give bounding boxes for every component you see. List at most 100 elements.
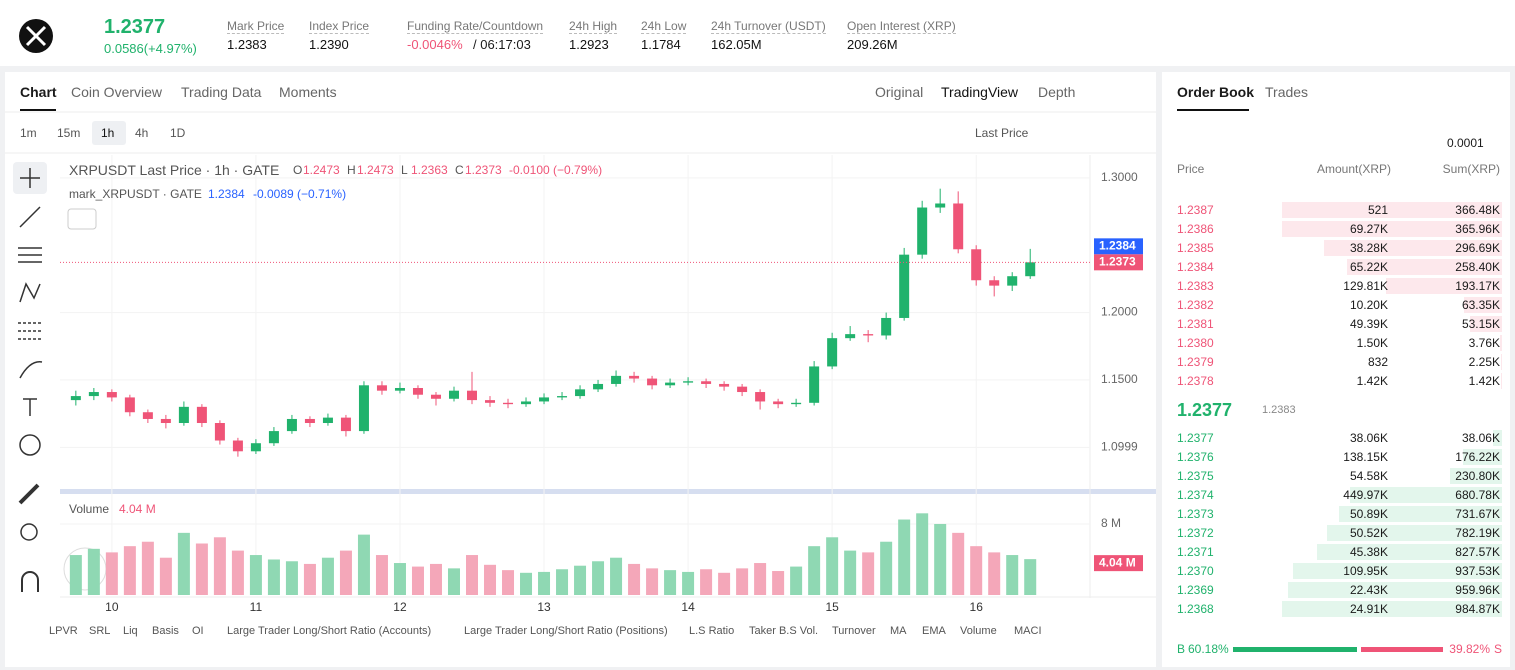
indicator[interactable]: OI (192, 625, 204, 637)
ob-price: 1.2385 (1177, 241, 1214, 255)
depth-bar (1450, 468, 1502, 484)
emoji-tool[interactable] (19, 434, 41, 456)
indicator[interactable]: LPVR (49, 625, 78, 637)
magnet-tool[interactable] (21, 571, 39, 592)
interval-selected (92, 121, 126, 145)
candle-body (737, 386, 748, 393)
candle-body (575, 389, 586, 397)
tab[interactable]: Moments (279, 84, 337, 100)
channel-tool[interactable] (18, 247, 42, 263)
indicator[interactable]: Liq (123, 625, 138, 637)
volume-bar (556, 569, 569, 595)
volume-title: Volume (69, 502, 110, 516)
ob-price: 1.2368 (1177, 602, 1214, 616)
y-tick-label: 8 M (1101, 516, 1121, 530)
measure-tool[interactable] (18, 483, 40, 505)
ob-amount: 129.81K (1343, 279, 1388, 293)
volume-bar (339, 550, 352, 595)
ob-amount: 521 (1367, 203, 1388, 217)
indicator[interactable]: Volume (960, 625, 997, 637)
candle-body (881, 317, 892, 336)
ob-last-price: 1.2377 (1177, 400, 1233, 420)
depth-bar (1501, 373, 1502, 389)
crosshair-tool[interactable] (20, 168, 40, 188)
precision[interactable]: 0.0001 (1447, 136, 1484, 150)
pattern-tool[interactable] (19, 282, 41, 303)
ob-sum: 176.22K (1455, 450, 1500, 464)
ob-sum: 365.96K (1455, 222, 1500, 236)
brush-tool[interactable] (19, 361, 43, 379)
ob-tab[interactable]: Trades (1265, 84, 1309, 100)
indicator[interactable]: Basis (152, 625, 179, 637)
candle-body (1025, 262, 1036, 277)
indicator[interactable]: Turnover (832, 625, 876, 637)
stat-value: 1.2383 (227, 37, 267, 52)
ob-tab[interactable]: Order Book (1177, 84, 1255, 100)
candle-body (863, 334, 874, 336)
interval[interactable]: 1m (20, 126, 37, 140)
view-tab[interactable]: Depth (1038, 84, 1076, 100)
candle-body (935, 203, 946, 208)
zoom-tool[interactable] (20, 523, 38, 541)
view-tab[interactable]: TradingView (941, 84, 1019, 100)
indicator[interactable]: L.S Ratio (689, 625, 735, 637)
ratio-value: 60.18% (1188, 642, 1229, 656)
candle-body (340, 417, 351, 432)
ob-amount: 1.42K (1356, 374, 1388, 388)
candle-body (557, 396, 568, 398)
indicator[interactable]: EMA (922, 625, 946, 637)
ob-price: 1.2374 (1177, 488, 1214, 502)
candle-body (160, 418, 171, 424)
fib-tool[interactable] (18, 322, 42, 340)
volume-bar (934, 523, 947, 595)
candle-body (358, 385, 369, 432)
interval[interactable]: 1D (170, 126, 186, 140)
volume-bar (267, 559, 280, 595)
stat-value: 1.2390 (309, 37, 349, 52)
collapse-button[interactable] (67, 208, 97, 230)
tab[interactable]: Chart (20, 84, 57, 100)
volume-bar (1024, 559, 1037, 595)
candle-body (448, 390, 459, 399)
ob-sum: 230.80K (1455, 469, 1500, 483)
candle-body (376, 385, 387, 391)
ratio-value: 39.82% (1449, 642, 1490, 656)
ob-sum: 827.57K (1455, 545, 1500, 559)
candle-body (142, 412, 153, 419)
ob-amount: 45.38K (1349, 545, 1388, 559)
indicator[interactable]: Large Trader Long/Short Ratio (Positions… (464, 625, 668, 637)
ob-amount: 10.20K (1349, 298, 1388, 312)
volume-bar (790, 566, 803, 595)
ob-header: Amount(XRP) (1316, 162, 1391, 176)
interval[interactable]: 4h (135, 126, 149, 140)
indicator[interactable]: Taker B.S Vol. (749, 625, 819, 637)
indicator[interactable]: MACI (1014, 625, 1042, 637)
candle-body (755, 392, 766, 402)
candle-body (268, 431, 279, 444)
candle-body (971, 249, 982, 281)
volume-bar (880, 541, 893, 595)
price-source[interactable]: Last Price (975, 126, 1029, 140)
ob-amount: 69.27K (1349, 222, 1388, 236)
ob-header: Price (1177, 162, 1205, 176)
line-tool[interactable] (19, 206, 41, 228)
candle-body (232, 440, 243, 452)
tab[interactable]: Coin Overview (71, 84, 163, 100)
indicator[interactable]: Large Trader Long/Short Ratio (Accounts) (227, 625, 432, 637)
text-tool[interactable] (23, 398, 37, 416)
indicator[interactable]: SRL (89, 625, 111, 637)
ob-sum: 53.15K (1461, 317, 1500, 331)
interval[interactable]: 15m (57, 126, 81, 140)
ob-sum: 296.69K (1455, 241, 1500, 255)
volume-bar (484, 564, 497, 595)
interval[interactable]: 1h (101, 126, 115, 140)
ohlc-value: 1.2363 (411, 163, 448, 177)
volume-bar (195, 543, 208, 595)
view-tab[interactable]: Original (875, 84, 924, 100)
stat-countdown: / 06:17:03 (473, 37, 531, 52)
depth-bar (1323, 240, 1502, 256)
indicator[interactable]: MA (890, 625, 907, 637)
ob-sum: 2.25K (1468, 355, 1500, 369)
tab[interactable]: Trading Data (181, 84, 262, 100)
volume-bar (826, 537, 839, 595)
